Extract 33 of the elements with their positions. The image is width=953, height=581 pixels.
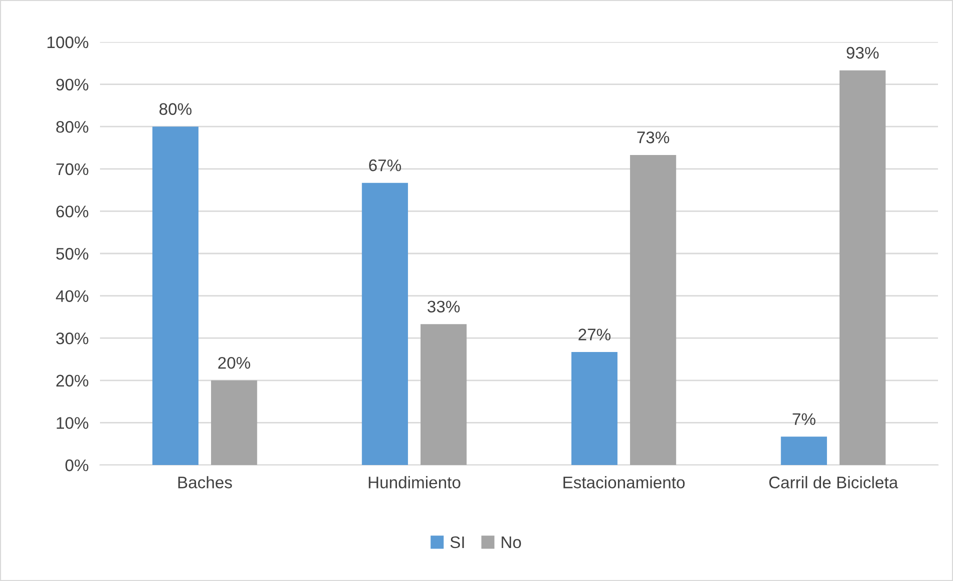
legend-label: No <box>502 536 521 548</box>
x-tick-label: Estacionamiento <box>564 476 685 488</box>
bar <box>780 436 827 465</box>
bar <box>571 352 618 465</box>
y-tick-label: 10% <box>56 417 88 429</box>
y-tick-label: 90% <box>56 78 88 91</box>
y-tick-label: 30% <box>56 332 88 344</box>
y-tick-label: 70% <box>56 163 88 176</box>
bar <box>840 70 886 465</box>
bar <box>630 154 676 465</box>
y-tick-label: 20% <box>56 374 88 387</box>
data-label: 67% <box>369 159 402 172</box>
y-tick-label: 40% <box>56 290 88 302</box>
data-label: 93% <box>846 46 879 59</box>
bar <box>420 324 467 465</box>
data-label: 20% <box>218 356 250 369</box>
data-label: 80% <box>159 103 192 115</box>
data-label: 27% <box>578 328 611 340</box>
y-tick-label: 60% <box>56 206 88 218</box>
y-tick-label: 80% <box>56 121 88 133</box>
y-tick-label: 0% <box>65 459 88 472</box>
x-tick-label: Hundimiento <box>368 476 460 488</box>
x-tick-label: Carril de Bicicleta <box>769 476 898 488</box>
data-label: 33% <box>428 300 460 313</box>
bar <box>211 380 258 465</box>
y-tick-label: 100% <box>48 36 88 48</box>
bar <box>152 126 198 465</box>
data-label: 7% <box>792 413 816 425</box>
y-tick-label: 50% <box>56 248 88 260</box>
data-label: 73% <box>637 132 670 144</box>
legend-label: SI <box>450 536 464 548</box>
bar <box>362 182 408 465</box>
x-tick-label: Baches <box>178 476 232 488</box>
